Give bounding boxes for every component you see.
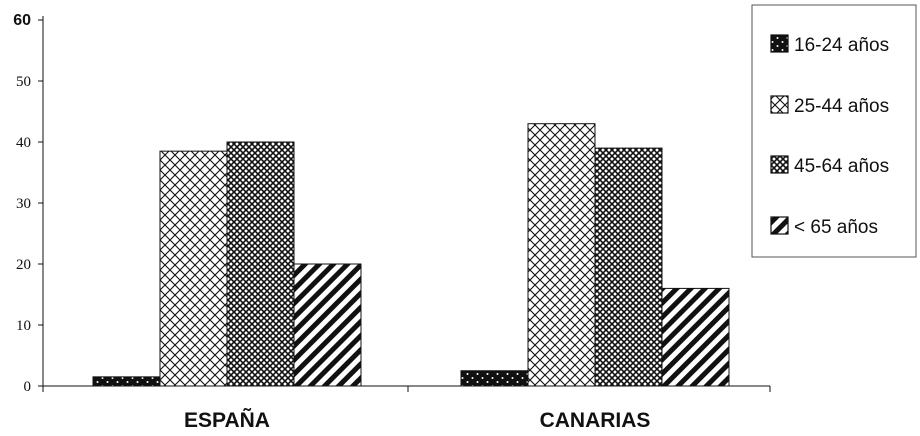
y-tick-label: 20 — [16, 257, 31, 273]
legend-swatch — [770, 155, 789, 174]
y-tick-label: 0 — [24, 379, 32, 395]
y-tick-label: 40 — [16, 135, 31, 151]
legend-label: < 65 años — [794, 217, 878, 238]
y-tick-label: 10 — [16, 318, 31, 334]
legend-swatch — [770, 34, 789, 53]
y-tick-label: 60 — [13, 12, 31, 29]
bar-4-canarias — [661, 287, 730, 387]
category-label: ESPAÑA — [184, 409, 270, 431]
bar-1-españa — [92, 376, 161, 387]
bar-2-canarias — [527, 123, 596, 387]
legend-label: 45-64 años — [794, 156, 889, 177]
legend-swatch — [770, 216, 789, 235]
bar-3-españa — [226, 141, 295, 387]
category-label: CANARIAS — [540, 409, 651, 431]
legend-label: 25-44 años — [794, 96, 889, 117]
y-tick-label: 30 — [16, 196, 31, 212]
y-tick-label: 50 — [16, 74, 31, 90]
bar-1-canarias — [460, 370, 529, 387]
legend-swatch — [770, 95, 789, 114]
bar-3-canarias — [594, 147, 663, 387]
bar-2-españa — [159, 150, 228, 387]
bar-4-españa — [293, 263, 362, 387]
legend-label: 16-24 años — [794, 35, 889, 56]
